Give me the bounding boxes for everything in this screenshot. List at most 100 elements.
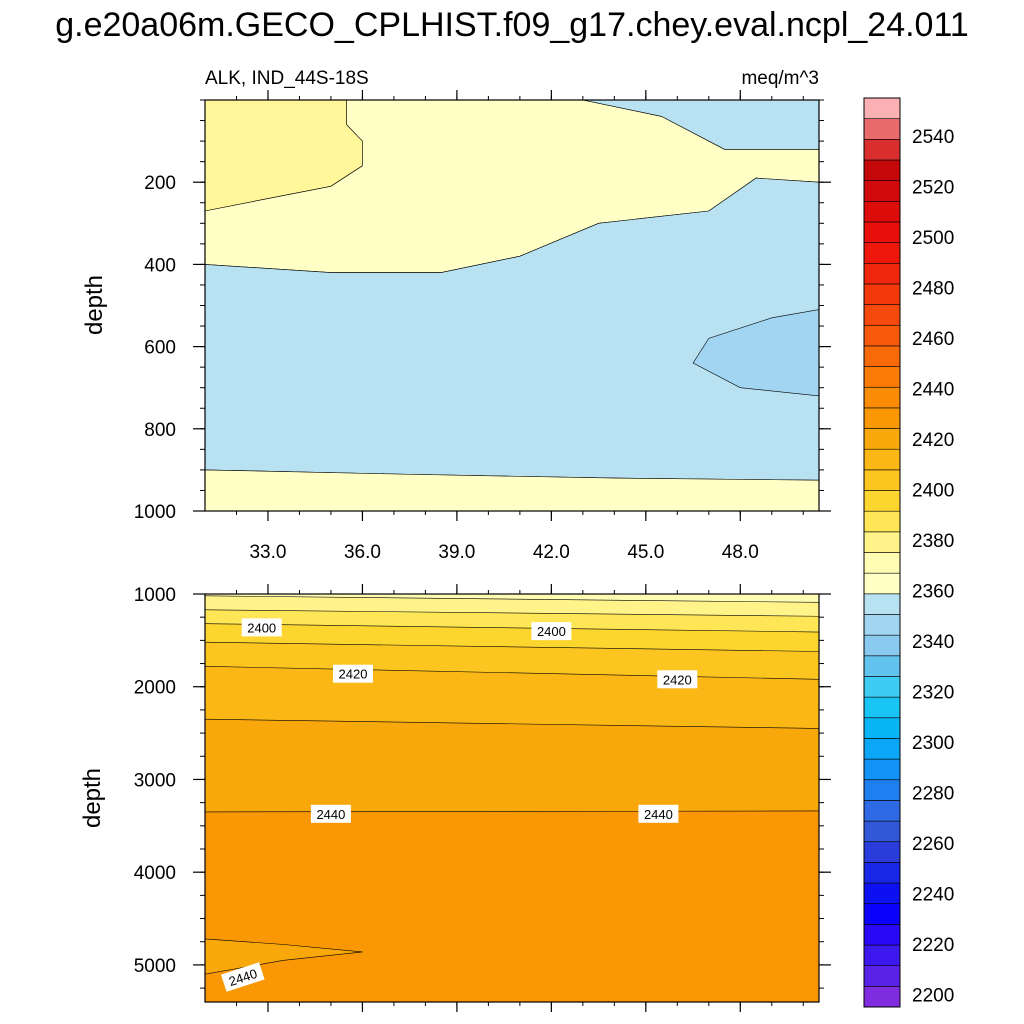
colorbar-swatch bbox=[863, 490, 901, 512]
colorbar-label: 2300 bbox=[912, 733, 954, 754]
colorbar-swatch bbox=[863, 510, 901, 533]
y-tick-label: 800 bbox=[144, 420, 176, 441]
variable-label: ALK, IND_44S-18S bbox=[205, 68, 369, 89]
colorbar-swatch bbox=[863, 634, 901, 657]
contour-label-box bbox=[638, 804, 679, 823]
lower-band-7 bbox=[205, 811, 819, 1002]
colorbar-swatch bbox=[863, 614, 901, 636]
colorbar-swatch bbox=[863, 407, 901, 429]
lower-contour-tongue bbox=[205, 938, 363, 975]
colorbar-label: 2360 bbox=[912, 581, 954, 602]
contour-label: 2440 bbox=[638, 804, 679, 823]
colorbar-swatch bbox=[863, 428, 901, 450]
colorbar-swatch bbox=[863, 386, 901, 409]
contour-label-text: 2440 bbox=[316, 807, 345, 822]
lower-band-3 bbox=[205, 623, 819, 652]
colorbar-label: 2480 bbox=[912, 278, 954, 299]
contour-label-text: 2440 bbox=[644, 807, 673, 822]
colorbar: 2200 2220 2240 2260 2280 2300 2320 2340 2360 2380… bbox=[863, 97, 954, 1008]
colorbar-swatch bbox=[863, 324, 901, 347]
colorbar-label: 2520 bbox=[912, 177, 954, 198]
axes: 33.0 36.0 39.0 42.0 45.0 48.0 200 400 600 800 1000… bbox=[134, 90, 831, 1012]
colorbar-swatch bbox=[863, 717, 901, 739]
y-tick-label: 600 bbox=[144, 338, 176, 359]
lower-contour-line-6 bbox=[205, 810, 819, 813]
contour-label-box bbox=[241, 618, 282, 637]
colorbar-frame bbox=[863, 97, 901, 1008]
colorbar-swatch bbox=[863, 924, 901, 946]
x-tick-label: 36.0 bbox=[344, 542, 381, 563]
contour-label-box bbox=[220, 962, 265, 992]
colorbar-swatch bbox=[863, 696, 901, 719]
contour-label-text: 2400 bbox=[247, 620, 276, 635]
colorbar-swatch bbox=[863, 965, 901, 987]
colorbar-label: 2340 bbox=[912, 632, 954, 653]
upper-panel-fill bbox=[205, 100, 819, 511]
contour-label: 2440 bbox=[220, 962, 265, 992]
colorbar-swatch bbox=[863, 882, 901, 905]
colorbar-swatch bbox=[863, 242, 901, 264]
colorbar-swatch bbox=[863, 469, 901, 491]
contour-label: 2440 bbox=[310, 804, 351, 823]
upper-contour-region-4 bbox=[692, 309, 819, 397]
colorbar-label: 2440 bbox=[912, 379, 954, 400]
colorbar-swatch bbox=[863, 201, 901, 223]
lower-plot-frame bbox=[204, 593, 820, 1003]
colorbar-swatch bbox=[863, 221, 901, 243]
lower-contour-line-3 bbox=[205, 641, 819, 652]
colorbar-swatch bbox=[863, 283, 901, 305]
colorbar-swatch bbox=[863, 738, 901, 760]
contour-label-text: 2400 bbox=[537, 624, 566, 639]
colorbar-swatch bbox=[863, 862, 901, 884]
contour-label-box bbox=[333, 664, 373, 683]
y-tick-label: 2000 bbox=[134, 678, 176, 699]
lower-contour-line-5 bbox=[205, 718, 819, 729]
contour-label-box bbox=[310, 804, 351, 823]
colorbar-label: 2400 bbox=[912, 480, 954, 501]
colorbar-label: 2200 bbox=[912, 985, 954, 1006]
colorbar-swatch bbox=[863, 820, 901, 843]
colorbar-swatch bbox=[863, 800, 901, 822]
colorbar-label: 2220 bbox=[912, 935, 954, 956]
x-tick-label: 33.0 bbox=[249, 542, 286, 563]
y-tick-label: 1000 bbox=[134, 585, 176, 606]
y-tick-label: 1000 bbox=[134, 502, 176, 523]
colorbar-swatch bbox=[863, 262, 901, 285]
lower-band-4 bbox=[205, 642, 819, 680]
colorbar-swatch bbox=[863, 531, 901, 553]
colorbar-swatch bbox=[863, 448, 901, 471]
colorbar-label: 2540 bbox=[912, 127, 954, 148]
colorbar-swatch bbox=[863, 903, 901, 925]
colorbar-swatch bbox=[863, 572, 901, 595]
y-tick-label: 200 bbox=[144, 173, 176, 194]
colorbar-swatch bbox=[863, 118, 901, 140]
lower-contour-line-2 bbox=[205, 623, 819, 633]
units-label: meq/m^3 bbox=[741, 68, 819, 89]
lower-band-2 bbox=[205, 609, 819, 632]
lower-panel-fill bbox=[205, 594, 819, 1002]
colorbar-label: 2320 bbox=[912, 682, 954, 703]
colorbar-label: 2380 bbox=[912, 531, 954, 552]
contour-label-box bbox=[657, 670, 698, 689]
contour-label-text: 2420 bbox=[339, 667, 368, 682]
lower-contour-line-4 bbox=[205, 666, 819, 680]
x-tick-label: 48.0 bbox=[722, 542, 759, 563]
colorbar-label: 2260 bbox=[912, 834, 954, 855]
colorbar-swatch bbox=[863, 345, 901, 367]
colorbar-swatch bbox=[863, 552, 901, 574]
contour-label-box bbox=[531, 622, 572, 641]
chart-labels: 2400 2400 2420 2420 2440 2440 2440 bbox=[220, 618, 698, 992]
colorbar-swatch bbox=[863, 593, 901, 615]
colorbar-swatch bbox=[863, 841, 901, 863]
colorbar-swatch bbox=[863, 366, 901, 388]
colorbar-label: 2460 bbox=[912, 329, 954, 350]
colorbar-swatch bbox=[863, 655, 901, 677]
colorbar-swatch bbox=[863, 159, 901, 181]
colorbar-swatch bbox=[863, 758, 901, 781]
upper-contour-region-2 bbox=[582, 100, 819, 150]
y-tick-label: 4000 bbox=[134, 863, 176, 884]
lower-y-axis-label: depth bbox=[79, 768, 106, 828]
x-tick-label: 45.0 bbox=[627, 542, 664, 563]
colorbar-swatch bbox=[863, 986, 901, 1008]
